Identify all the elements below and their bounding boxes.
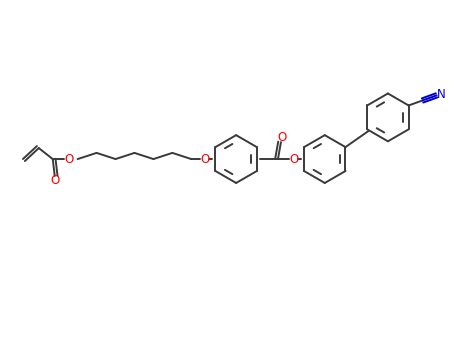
Text: O: O [278,131,287,144]
Text: O: O [200,153,210,166]
Text: O: O [64,153,73,166]
Text: O: O [289,153,298,166]
Text: N: N [437,88,446,101]
Text: O: O [50,175,60,187]
